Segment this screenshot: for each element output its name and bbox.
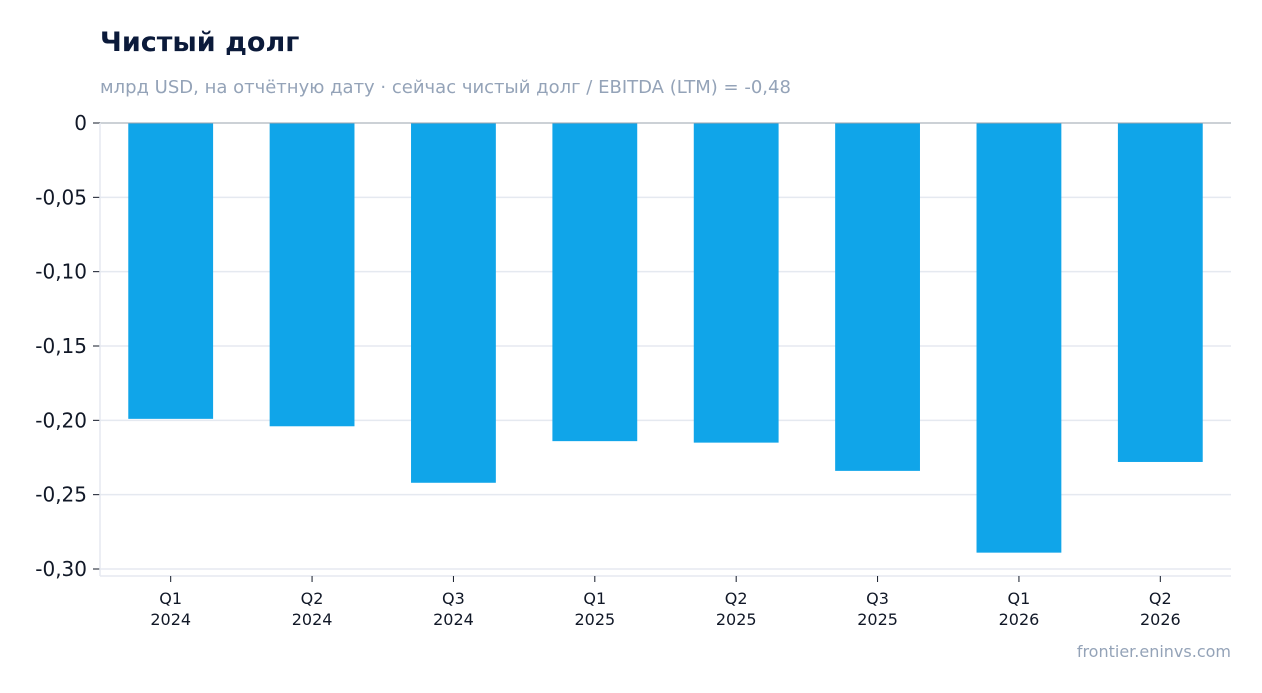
x-tick-label-year: 2024: [150, 610, 191, 629]
x-tick-label-year: 2025: [574, 610, 615, 629]
x-tick-label-year: 2026: [1140, 610, 1181, 629]
x-tick-label-year: 2025: [716, 610, 757, 629]
bar: [128, 123, 214, 419]
y-tick-label: -0,30: [35, 557, 87, 581]
bar: [552, 123, 638, 442]
bar: [411, 123, 496, 483]
bar: [835, 123, 920, 471]
x-tick-label-quarter: Q2: [1149, 589, 1172, 608]
y-tick-label: -0,15: [35, 334, 87, 358]
x-tick-label-quarter: Q3: [442, 589, 465, 608]
y-tick-label: -0,25: [35, 483, 87, 507]
chart-subtitle: млрд USD, на отчётную дату · сейчас чист…: [100, 77, 791, 98]
x-tick-label-quarter: Q2: [301, 589, 324, 608]
x-axis: Q1 2024 Q2 2024 Q3 2024 Q1 2025 Q2 2025 Q3 2025 Q1 20…: [100, 575, 1231, 629]
x-tick-label-year: 2025: [857, 610, 898, 629]
bar: [1117, 123, 1203, 462]
bar: [976, 123, 1062, 553]
bars: [100, 122, 1231, 553]
y-axis: 0 -0,05 -0,10 -0,15 -0,20 -0,25 -0,30: [35, 111, 101, 581]
y-tick-label: -0,10: [35, 260, 87, 284]
y-tick-label: -0,05: [35, 185, 87, 209]
x-tick-label-year: 2026: [999, 610, 1040, 629]
x-tick-label-quarter: Q1: [583, 589, 606, 608]
x-tick-label-quarter: Q1: [159, 589, 182, 608]
y-tick-label: -0,20: [35, 408, 87, 432]
x-tick-label-year: 2024: [292, 610, 333, 629]
y-tick-label: 0: [74, 111, 87, 135]
x-tick-label-quarter: Q2: [725, 589, 748, 608]
x-tick-label-year: 2024: [433, 610, 474, 629]
source-label: frontier.eninvs.com: [1076, 642, 1231, 661]
bar: [693, 123, 779, 443]
bar: [269, 123, 355, 427]
chart-title: Чистый долг: [100, 27, 300, 58]
x-tick-label-quarter: Q1: [1008, 589, 1031, 608]
x-tick-label-quarter: Q3: [866, 589, 889, 608]
